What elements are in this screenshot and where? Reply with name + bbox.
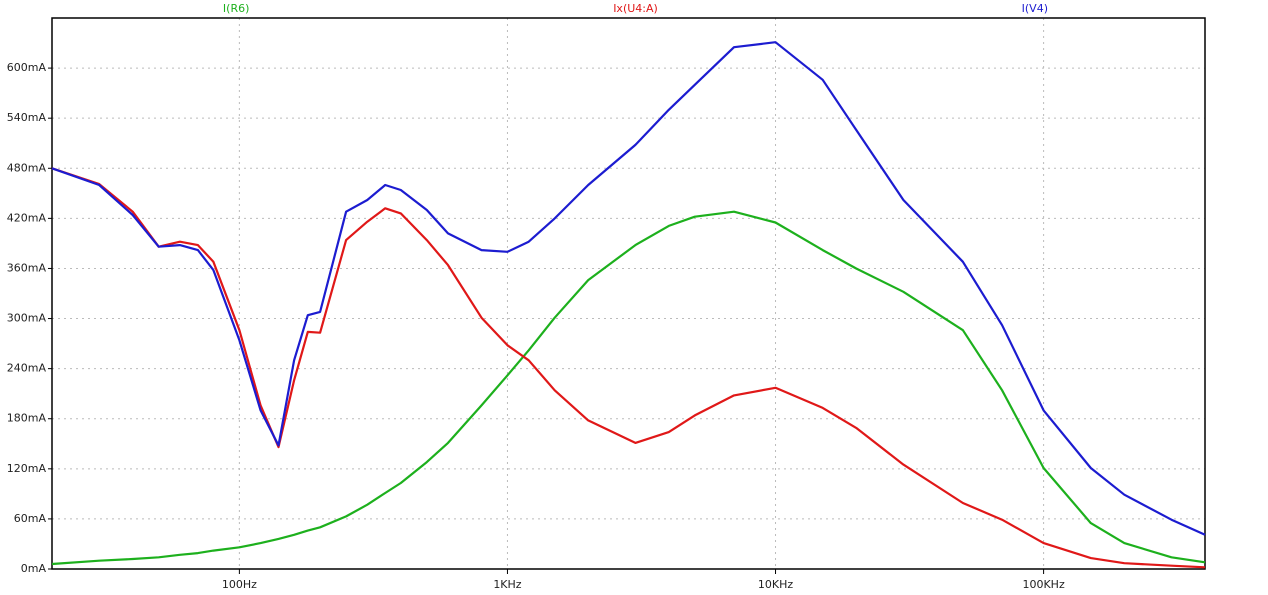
y-tick-label: 420mA (7, 211, 47, 224)
x-tick-label: 10KHz (758, 578, 793, 591)
series-line (51, 210, 1206, 566)
x-tick-label: 100KHz (1022, 578, 1064, 591)
y-tick-label: 60mA (14, 512, 47, 525)
y-tick-label: 600mA (7, 61, 47, 74)
y-tick-label: 240mA (7, 362, 47, 375)
series-line (51, 41, 1206, 536)
y-tick-label: 540mA (7, 111, 47, 124)
legend-label: Ix(U4:A) (613, 2, 658, 15)
plot-frame (51, 17, 1206, 570)
y-tick-label: 180mA (7, 412, 47, 425)
legend-label: I(V4) (1022, 2, 1048, 15)
y-tick-label: 300mA (7, 312, 47, 325)
x-tick-label: 100Hz (222, 578, 257, 591)
x-tick-label: 1KHz (493, 578, 521, 591)
y-tick-label: 360mA (7, 261, 47, 274)
series-line (51, 167, 1206, 569)
y-tick-label: 0mA (21, 562, 47, 575)
y-tick-label: 120mA (7, 462, 47, 475)
legend-label: I(R6) (223, 2, 249, 15)
y-tick-label: 480mA (7, 161, 47, 174)
